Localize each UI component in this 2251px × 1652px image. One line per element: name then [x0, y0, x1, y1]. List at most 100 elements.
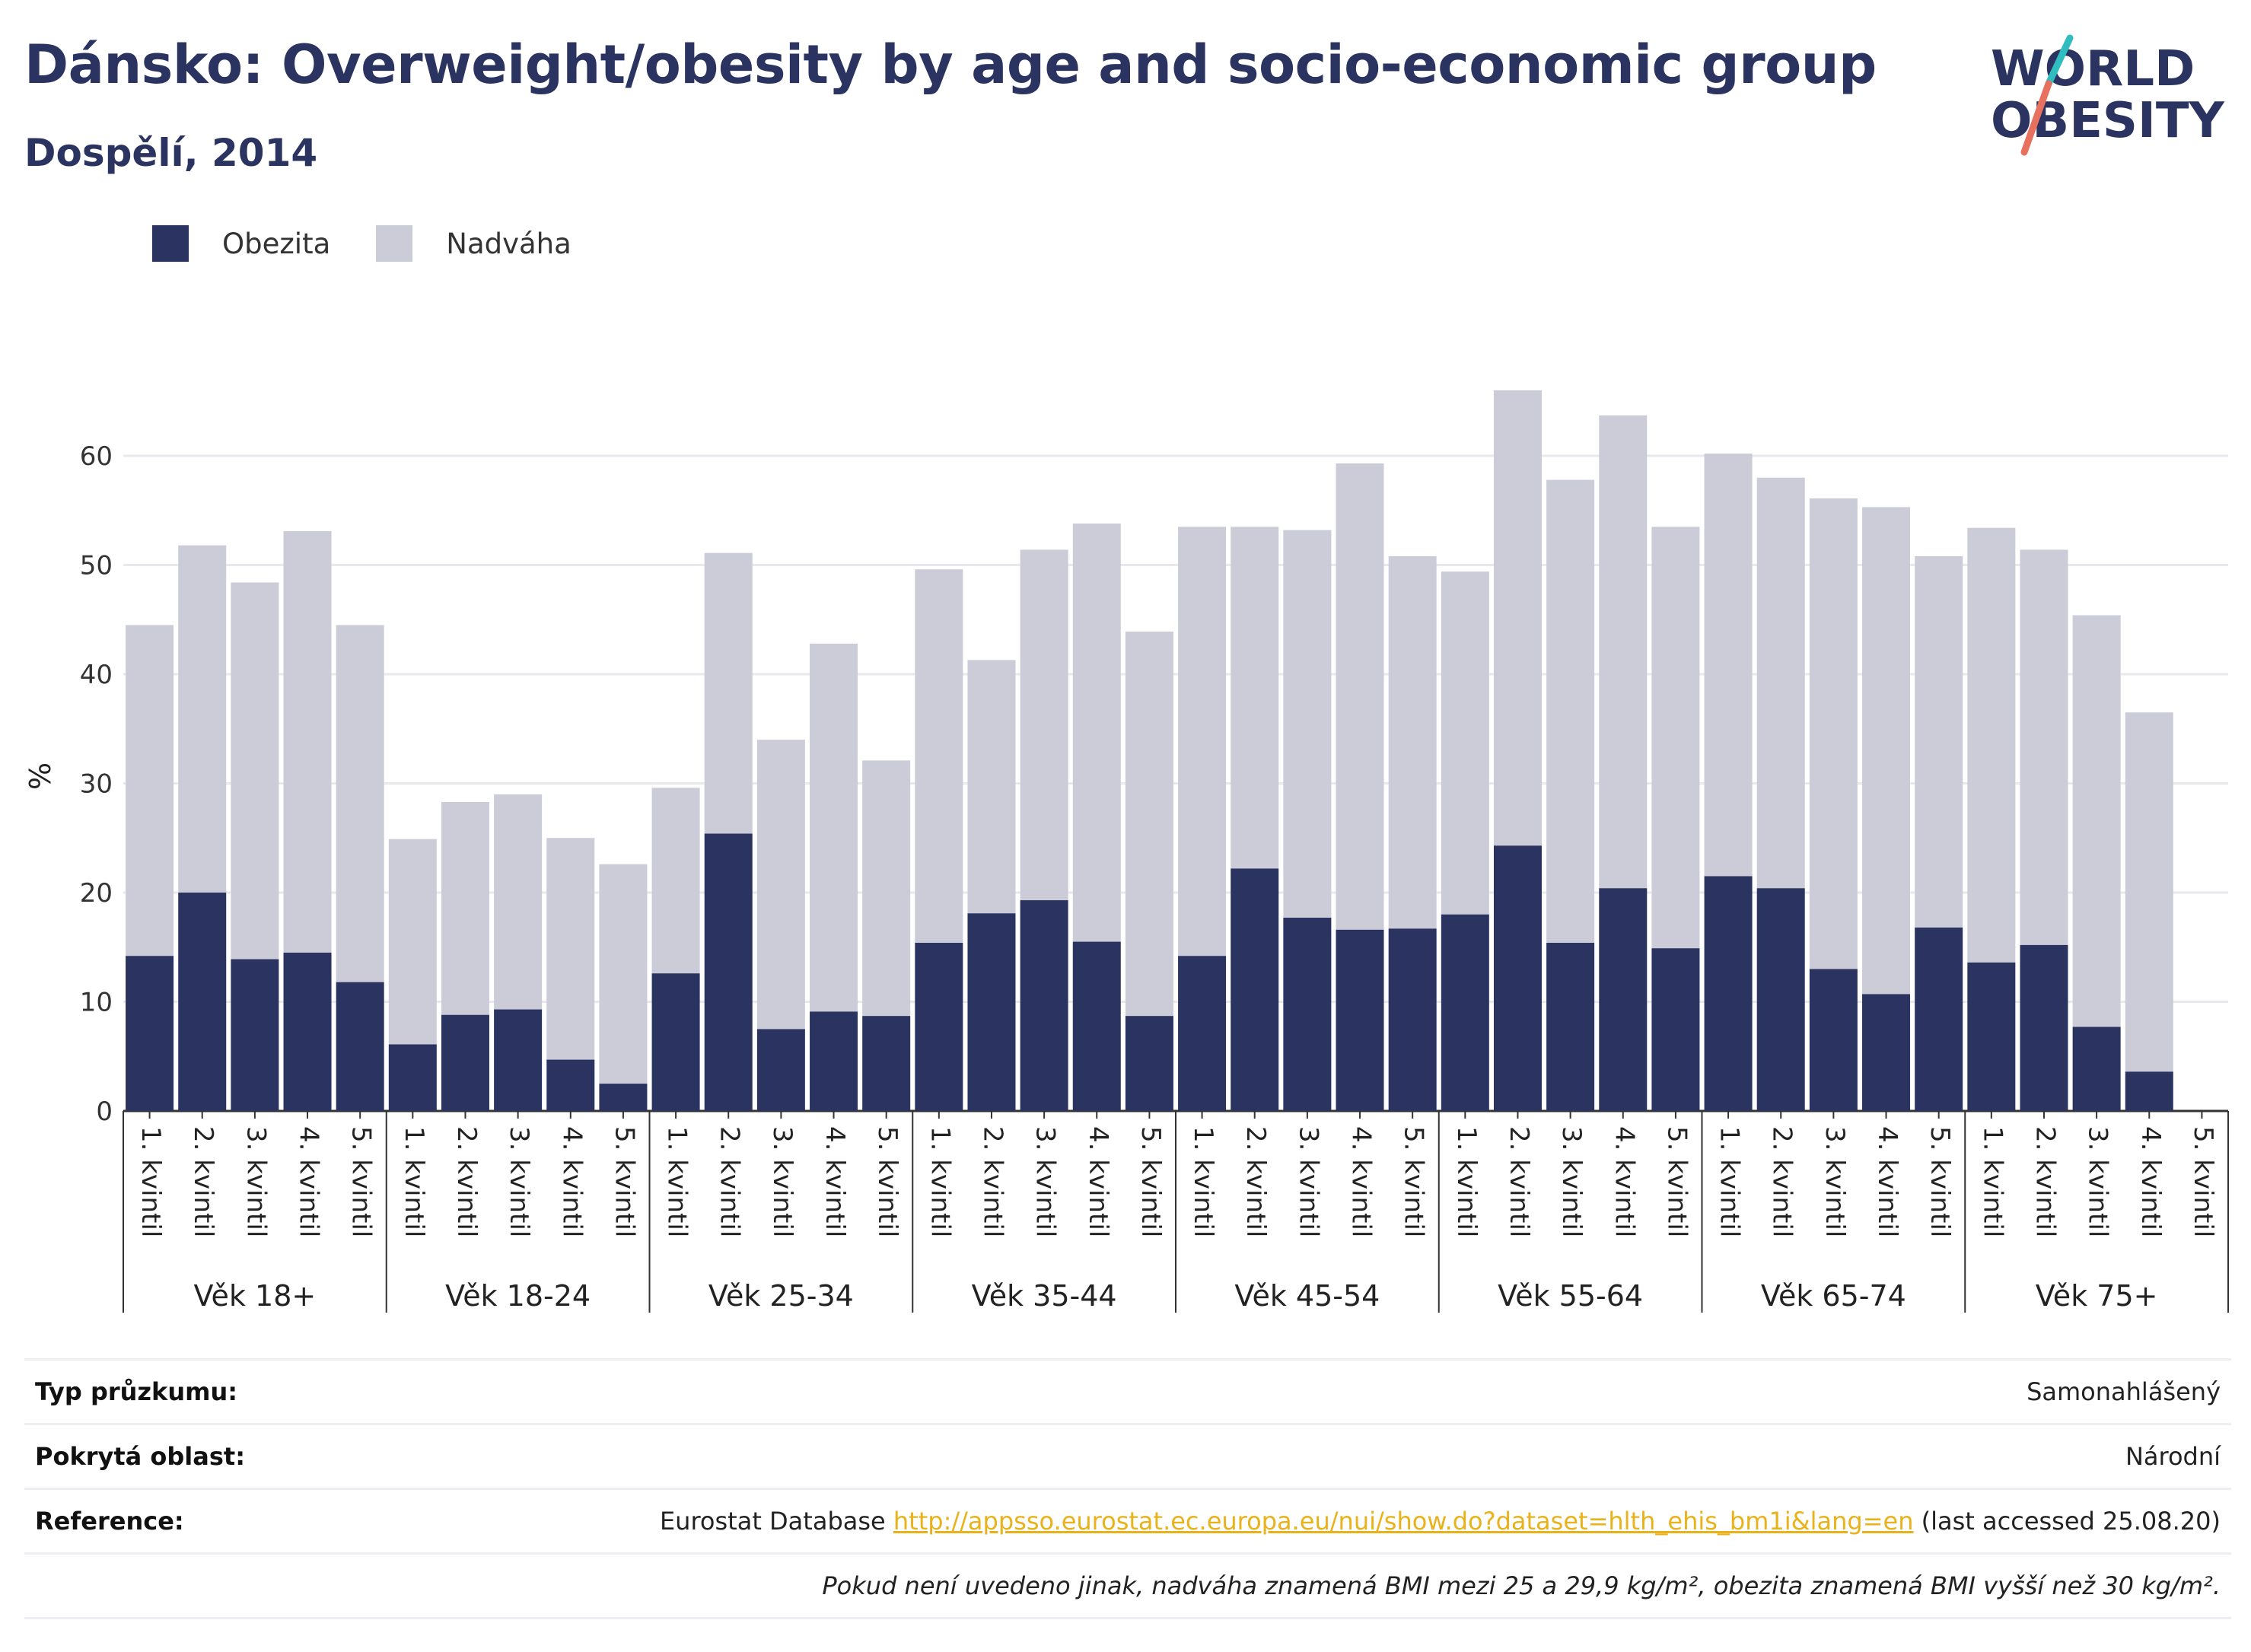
- bar-obesity: [1809, 969, 1858, 1111]
- bar-obesity: [1178, 956, 1227, 1111]
- reference-suffix: (last accessed 25.08.20): [1921, 1507, 2221, 1536]
- legend-swatch-obesity: [152, 225, 189, 262]
- world-obesity-logo: WORLD OBESITY: [1991, 34, 2224, 156]
- bar-obesity: [1231, 868, 1279, 1111]
- bar-obesity: [1441, 914, 1489, 1111]
- legend-label-obesity: Obezita: [222, 227, 331, 260]
- x-tick-label: 1. kvintil: [662, 1126, 692, 1237]
- x-tick-label: 5. kvintil: [2188, 1126, 2218, 1237]
- info-table: Typ průzkumu: Samonahlášený Pokrytá obla…: [24, 1358, 2231, 1619]
- info-row-note: Pokud není uvedeno jinak, nadváha znamen…: [24, 1552, 2231, 1619]
- bar-obesity: [1388, 928, 1437, 1111]
- bmi-note: Pokud není uvedeno jinak, nadváha znamen…: [822, 1571, 2221, 1600]
- x-tick-label: 3. kvintil: [1030, 1126, 1061, 1237]
- bar-overweight: [336, 625, 384, 982]
- bar-overweight: [1178, 527, 1227, 957]
- bar-obesity: [1915, 927, 1963, 1111]
- bar-obesity: [1283, 918, 1332, 1111]
- x-tick-label: 4. kvintil: [294, 1126, 324, 1237]
- bar-overweight: [1336, 463, 1384, 930]
- page-title: Dánsko: Overweight/obesity by age and so…: [24, 33, 1877, 96]
- group-label: Věk 18+: [194, 1279, 317, 1313]
- y-tick-label: 40: [80, 660, 113, 690]
- bar-overweight: [1231, 527, 1279, 869]
- x-tick-label: 5. kvintil: [1135, 1126, 1166, 1237]
- coverage-value: Národní: [2125, 1442, 2221, 1471]
- x-tick-label: 3. kvintil: [1556, 1126, 1587, 1237]
- x-tick-label: 1. kvintil: [135, 1126, 166, 1237]
- bar-overweight: [1756, 477, 1805, 889]
- bar-overweight: [1125, 632, 1173, 1017]
- group-label: Věk 65-74: [1761, 1279, 1906, 1313]
- x-tick-label: 4. kvintil: [1346, 1126, 1377, 1237]
- legend-label-overweight: Nadváha: [446, 227, 572, 260]
- bar-obesity: [126, 956, 174, 1111]
- bar-overweight: [1809, 498, 1858, 969]
- bar-overweight: [1967, 527, 2016, 963]
- bar-obesity: [1862, 994, 1911, 1111]
- reference-prefix: Eurostat Database: [659, 1507, 886, 1536]
- group-label: Věk 35-44: [972, 1279, 1117, 1313]
- bar-overweight: [756, 740, 805, 1030]
- group-label: Věk 45-54: [1234, 1279, 1380, 1313]
- y-tick-label: 0: [96, 1097, 113, 1127]
- y-axis-title: %: [24, 762, 57, 790]
- logo-line1: WORLD: [1991, 41, 2195, 97]
- reference-label: Reference:: [35, 1507, 184, 1536]
- x-tick-label: 4. kvintil: [820, 1126, 850, 1237]
- x-tick-label: 2. kvintil: [1767, 1126, 1797, 1237]
- y-tick-label: 50: [80, 551, 113, 581]
- legend-item-overweight[interactable]: Nadváha: [376, 225, 572, 262]
- stacked-bar-chart: 0 10 20 30 40 50 60% 1. kvintil 2. kvintil 3. kvi…: [24, 390, 2229, 1313]
- bar-overweight: [178, 545, 227, 893]
- bar-obesity: [1546, 943, 1595, 1111]
- bar-obesity: [810, 1011, 858, 1111]
- bar-overweight: [1020, 549, 1068, 901]
- bar-overweight: [1072, 523, 1121, 942]
- bar-overweight: [2020, 549, 2068, 945]
- bar-overweight: [651, 788, 700, 974]
- logo-slash-teal: [2045, 34, 2074, 88]
- x-tick-label: 5. kvintil: [1925, 1126, 1955, 1237]
- bar-overweight: [704, 552, 753, 834]
- legend-item-obesity[interactable]: Obezita: [152, 225, 330, 262]
- bar-obesity: [599, 1084, 648, 1111]
- x-tick-label: 5. kvintil: [609, 1126, 639, 1237]
- info-row-reference: Reference: Eurostat Database http://apps…: [24, 1488, 2231, 1552]
- bar-overweight: [915, 569, 963, 944]
- x-tick-label: 1. kvintil: [1451, 1126, 1482, 1237]
- group-label: Věk 18-24: [445, 1279, 591, 1313]
- bar-obesity: [756, 1029, 805, 1111]
- x-tick-label: 4. kvintil: [1609, 1126, 1639, 1237]
- x-tick-label: 1. kvintil: [925, 1126, 955, 1237]
- bar-obesity: [651, 973, 700, 1111]
- bar-obesity: [388, 1044, 437, 1111]
- bar-obesity: [1493, 845, 1542, 1111]
- reference-link[interactable]: http://appsso.eurostat.ec.europa.eu/nui/…: [893, 1507, 1914, 1536]
- bar-overweight: [1704, 454, 1753, 877]
- info-row-coverage: Pokrytá oblast: Národní: [24, 1423, 2231, 1488]
- bar-obesity: [1967, 962, 2016, 1111]
- info-row-survey-type: Typ průzkumu: Samonahlášený: [24, 1358, 2231, 1423]
- bar-overweight: [283, 531, 332, 953]
- bar-obesity: [2020, 944, 2068, 1111]
- bar-overweight: [388, 839, 437, 1045]
- x-tick-label: 5. kvintil: [1399, 1126, 1429, 1237]
- x-tick-label: 2. kvintil: [188, 1126, 218, 1237]
- bar-overweight: [810, 643, 858, 1012]
- x-tick-label: 2. kvintil: [451, 1126, 482, 1237]
- coverage-label: Pokrytá oblast:: [35, 1442, 245, 1471]
- bar-overweight: [441, 801, 489, 1015]
- bar-obesity: [1020, 900, 1068, 1111]
- x-tick-label: 2. kvintil: [715, 1126, 745, 1237]
- bar-obesity: [494, 1009, 543, 1111]
- bar-obesity: [862, 1016, 911, 1111]
- bar-obesity: [704, 833, 753, 1111]
- bar-obesity: [1125, 1016, 1173, 1111]
- x-tick-label: 4. kvintil: [1872, 1126, 1902, 1237]
- x-tick-label: 4. kvintil: [556, 1126, 587, 1237]
- bar-obesity: [2072, 1027, 2121, 1111]
- chart-legend: Obezita Nadváha: [152, 225, 617, 262]
- x-tick-label: 5. kvintil: [346, 1126, 377, 1237]
- survey-type-value: Samonahlášený: [2027, 1377, 2221, 1406]
